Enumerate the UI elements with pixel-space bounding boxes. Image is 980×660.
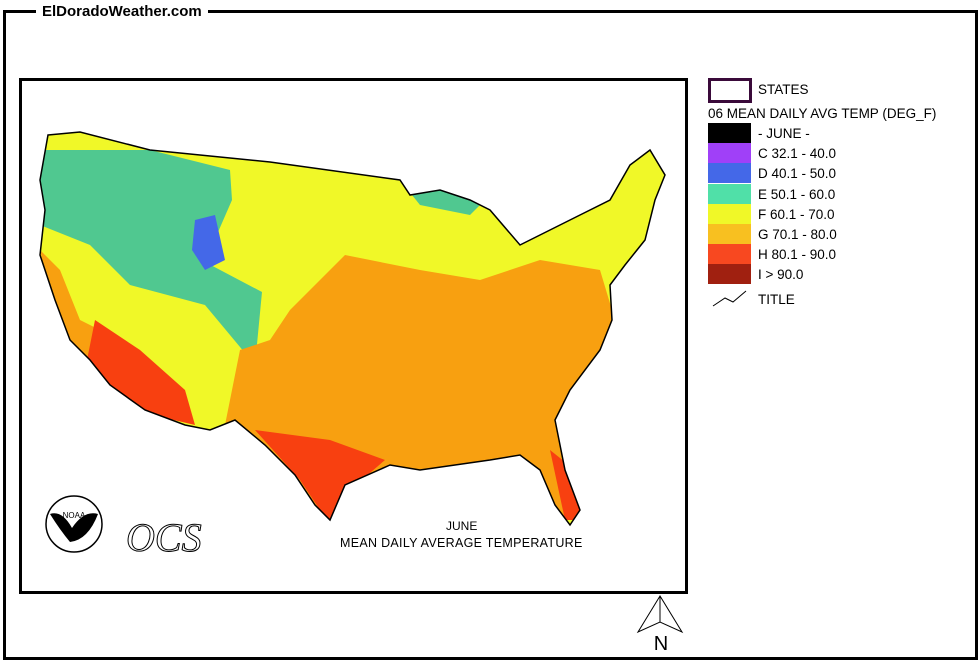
- outer-frame: [3, 10, 978, 660]
- map-title: MEAN DAILY AVERAGE TEMPERATURE: [340, 536, 583, 550]
- legend-class-label: H 80.1 - 90.0: [758, 247, 837, 263]
- states-swatch: [708, 78, 752, 103]
- legend-swatch: [708, 143, 751, 164]
- legend-class-label: F 60.1 - 70.0: [758, 206, 835, 222]
- legend-title-line-icon: [712, 290, 747, 307]
- legend-swatch: [708, 224, 751, 244]
- north-label: N: [654, 633, 668, 655]
- region-e-northwest: [40, 150, 262, 365]
- legend-class-label: G 70.1 - 80.0: [758, 227, 837, 242]
- legend-swatch: [708, 163, 751, 184]
- legend-swatch: [708, 244, 751, 265]
- legend-heading: 06 MEAN DAILY AVG TEMP (DEG_F): [708, 106, 937, 121]
- map-frame: [19, 78, 688, 594]
- legend-title-label: TITLE: [758, 292, 795, 307]
- legend-swatch: [708, 123, 751, 143]
- states-label: STATES: [758, 82, 809, 97]
- legend-swatch: [708, 203, 751, 224]
- noaa-logo-text: NOAA: [63, 511, 86, 520]
- region-h-southwest: [85, 320, 195, 425]
- region-d: [192, 215, 225, 270]
- legend-swatch: [708, 264, 751, 285]
- ocs-logo: OCS: [126, 515, 203, 561]
- north-arrow-icon: N: [636, 595, 684, 655]
- legend-swatch: [708, 183, 751, 204]
- legend-class-label: - JUNE -: [758, 126, 810, 141]
- site-title: ElDoradoWeather.com: [36, 3, 208, 20]
- noaa-logo: NOAA: [45, 495, 103, 553]
- map-title-month: JUNE: [446, 519, 478, 533]
- legend-class-label: E 50.1 - 60.0: [758, 186, 836, 202]
- region-h-texas: [255, 430, 385, 525]
- legend-class-label: D 40.1 - 50.0: [758, 166, 837, 182]
- us-outline: [39, 131, 666, 527]
- legend-class-label: C 32.1 - 40.0: [758, 146, 837, 162]
- legend-class-label: I > 90.0: [758, 267, 804, 283]
